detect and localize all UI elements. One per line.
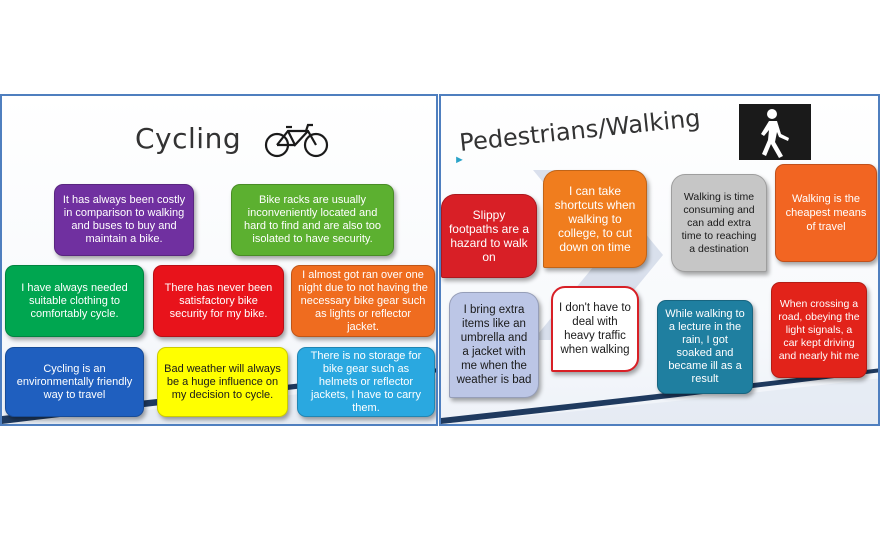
- walking-box-no-traffic: I don't have to deal with heavy traffic …: [551, 286, 639, 372]
- bicycle-icon: [264, 123, 329, 158]
- cycling-box-cost: It has always been costly in comparison …: [54, 184, 194, 256]
- pedestrian-walking-icon: [739, 104, 811, 160]
- cycling-box-clothing: I have always needed suitable clothing t…: [5, 265, 144, 337]
- walking-box-cheapest: Walking is the cheapest means of travel: [775, 164, 877, 262]
- bullet-arrow-icon: ►: [454, 154, 465, 166]
- cycling-box-security: There has never been satisfactory bike s…: [153, 265, 284, 337]
- slide-swoosh-decoration: [441, 368, 878, 424]
- walking-title: Pedestrians/Walking: [458, 103, 702, 157]
- walking-box-nearly-hit: When crossing a road, obeying the light …: [771, 282, 867, 378]
- cycling-box-storage: There is no storage for bike gear such a…: [297, 347, 435, 417]
- cycling-box-ran-over: I almost got ran over one night due to n…: [291, 265, 435, 337]
- cycling-slide: Cycling It has always been costly in com…: [0, 94, 438, 426]
- walking-slide: ► Pedestrians/Walking Slippy footpaths a…: [439, 94, 880, 426]
- cycling-box-weather: Bad weather will always be a huge influe…: [157, 347, 288, 417]
- walking-box-soaked: While walking to a lecture in the rain, …: [657, 300, 753, 394]
- cycling-box-environment: Cycling is an environmentally friendly w…: [5, 347, 144, 417]
- cycling-title: Cycling: [135, 122, 242, 155]
- walking-box-extra-items: I bring extra items like an umbrella and…: [449, 292, 539, 398]
- walking-box-shortcuts: I can take shortcuts when walking to col…: [543, 170, 647, 268]
- walking-box-time-consuming: Walking is time consuming and can add ex…: [671, 174, 767, 272]
- walking-box-slippy: Slippy footpaths are a hazard to walk on: [441, 194, 537, 278]
- cycling-box-bike-racks: Bike racks are usually inconveniently lo…: [231, 184, 394, 256]
